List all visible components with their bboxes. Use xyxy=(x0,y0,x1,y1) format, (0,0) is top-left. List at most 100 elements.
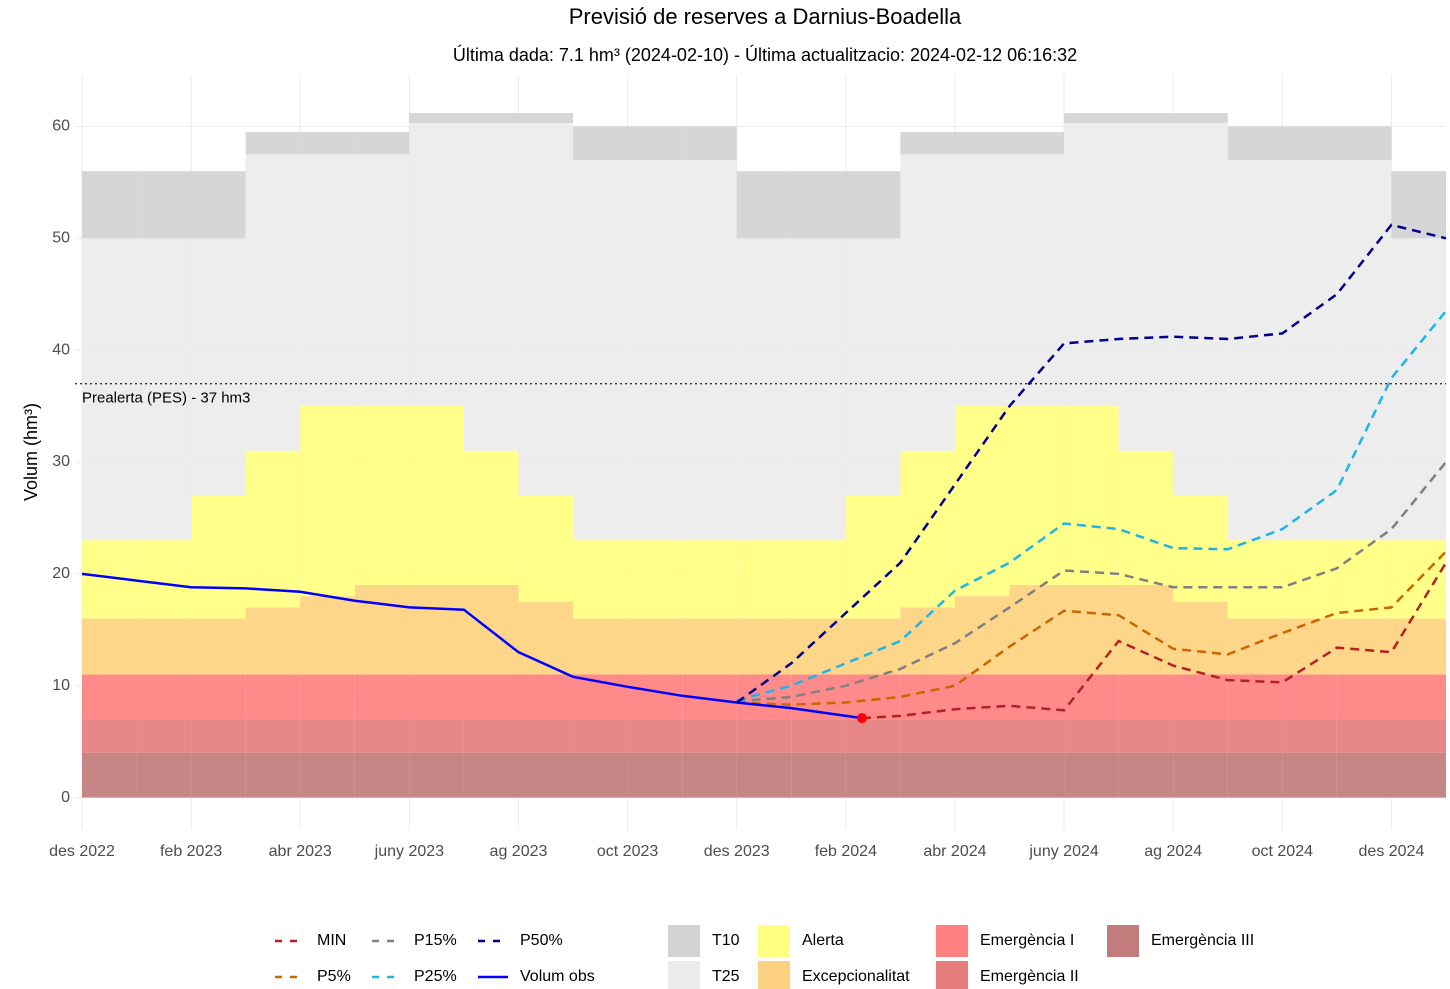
x-tick-label: abr 2024 xyxy=(923,843,986,860)
zone-band xyxy=(1064,719,1119,753)
zone-band xyxy=(1391,752,1446,798)
chart-title: Previsió de reserves a Darnius-Boadella xyxy=(569,4,962,29)
zone-band xyxy=(354,154,410,407)
legend-key xyxy=(936,961,968,989)
zone-band xyxy=(900,752,955,798)
zone-band xyxy=(191,238,246,496)
zone-band xyxy=(954,596,1010,675)
zone-band xyxy=(1336,752,1392,798)
zone-band xyxy=(736,238,792,541)
legend-label: Alerta xyxy=(802,932,844,949)
zone-band xyxy=(900,132,955,155)
y-tick-label: 0 xyxy=(61,789,70,806)
series-line xyxy=(861,562,1448,720)
zone-band xyxy=(191,171,246,239)
zone-band xyxy=(354,674,410,720)
legend-label: T10 xyxy=(712,932,740,949)
zone-band xyxy=(409,719,464,753)
zone-band xyxy=(627,160,683,541)
x-tick-label: des 2022 xyxy=(49,843,115,860)
zone-band xyxy=(954,154,1010,407)
zone-band xyxy=(463,674,519,720)
zone-band xyxy=(136,238,192,541)
zone-band xyxy=(1064,406,1119,586)
x-tick-label: abr 2023 xyxy=(269,843,332,860)
zone-band xyxy=(245,719,301,753)
legend-key xyxy=(758,925,790,957)
legend-label: P15% xyxy=(414,932,457,949)
zone-band xyxy=(1064,113,1119,124)
zone-band xyxy=(245,674,301,720)
zone-band xyxy=(354,752,410,798)
zone-band xyxy=(409,674,464,720)
zone-band xyxy=(900,450,955,608)
series-line xyxy=(81,572,863,720)
series-line xyxy=(736,550,1447,706)
x-tick-label: ag 2023 xyxy=(490,843,548,860)
zone-band xyxy=(1118,585,1174,675)
zone-band xyxy=(463,123,519,451)
zone-band xyxy=(300,752,355,798)
zone-band xyxy=(1064,123,1119,407)
zone-band xyxy=(1173,674,1228,720)
zone-band xyxy=(1336,674,1392,720)
zone-band xyxy=(300,674,355,720)
zone-band xyxy=(518,495,574,602)
zone-band xyxy=(682,126,737,161)
x-tick-label: des 2023 xyxy=(704,843,770,860)
zone-band xyxy=(736,171,792,239)
zone-band xyxy=(409,113,464,124)
legend-label: Emergència I xyxy=(980,932,1074,949)
zone-band xyxy=(736,618,792,675)
legend-key xyxy=(668,925,700,957)
zone-band xyxy=(518,123,574,496)
zone-band xyxy=(1173,113,1228,124)
zone-band xyxy=(1118,450,1174,586)
zone-band xyxy=(518,674,574,720)
zone-band xyxy=(791,238,846,541)
zone-band xyxy=(573,160,628,541)
zone-band xyxy=(682,618,737,675)
zone-band xyxy=(1282,719,1337,753)
x-tick-label: feb 2024 xyxy=(815,843,877,860)
zones xyxy=(82,113,1446,798)
zone-band xyxy=(136,171,192,239)
zone-band xyxy=(191,618,246,675)
zone-band xyxy=(82,674,137,720)
x-tick-label: oct 2023 xyxy=(597,843,658,860)
zone-band xyxy=(954,752,1010,798)
zone-band xyxy=(1173,719,1228,753)
zone-band xyxy=(82,171,137,239)
zone-band xyxy=(300,132,355,155)
zone-band xyxy=(1173,752,1228,798)
zone-band xyxy=(791,719,846,753)
legend-label: MIN xyxy=(317,932,346,949)
zone-band xyxy=(136,752,192,798)
zone-band xyxy=(1391,171,1446,239)
zone-band xyxy=(518,113,574,124)
zone-band xyxy=(463,752,519,798)
zone-band xyxy=(954,674,1010,720)
legend-label: Emergència III xyxy=(1151,932,1254,949)
zone-band xyxy=(1227,719,1283,753)
zone-band xyxy=(900,719,955,753)
zone-band xyxy=(1282,618,1337,675)
zone-band xyxy=(300,596,355,675)
zone-band xyxy=(518,601,574,675)
zone-band xyxy=(1282,540,1337,619)
zone-band xyxy=(1009,752,1065,798)
zone-band xyxy=(1064,752,1119,798)
zone-band xyxy=(1118,719,1174,753)
zone-band xyxy=(791,618,846,675)
zone-band xyxy=(845,238,901,496)
zone-band xyxy=(300,406,355,597)
zone-band xyxy=(954,132,1010,155)
zone-band xyxy=(1227,160,1283,541)
zone-band xyxy=(1009,674,1065,720)
zone-band xyxy=(245,132,301,155)
zone-band xyxy=(900,154,955,451)
zone-band xyxy=(245,450,301,608)
y-tick-label: 30 xyxy=(52,453,70,470)
zone-band xyxy=(82,238,137,541)
